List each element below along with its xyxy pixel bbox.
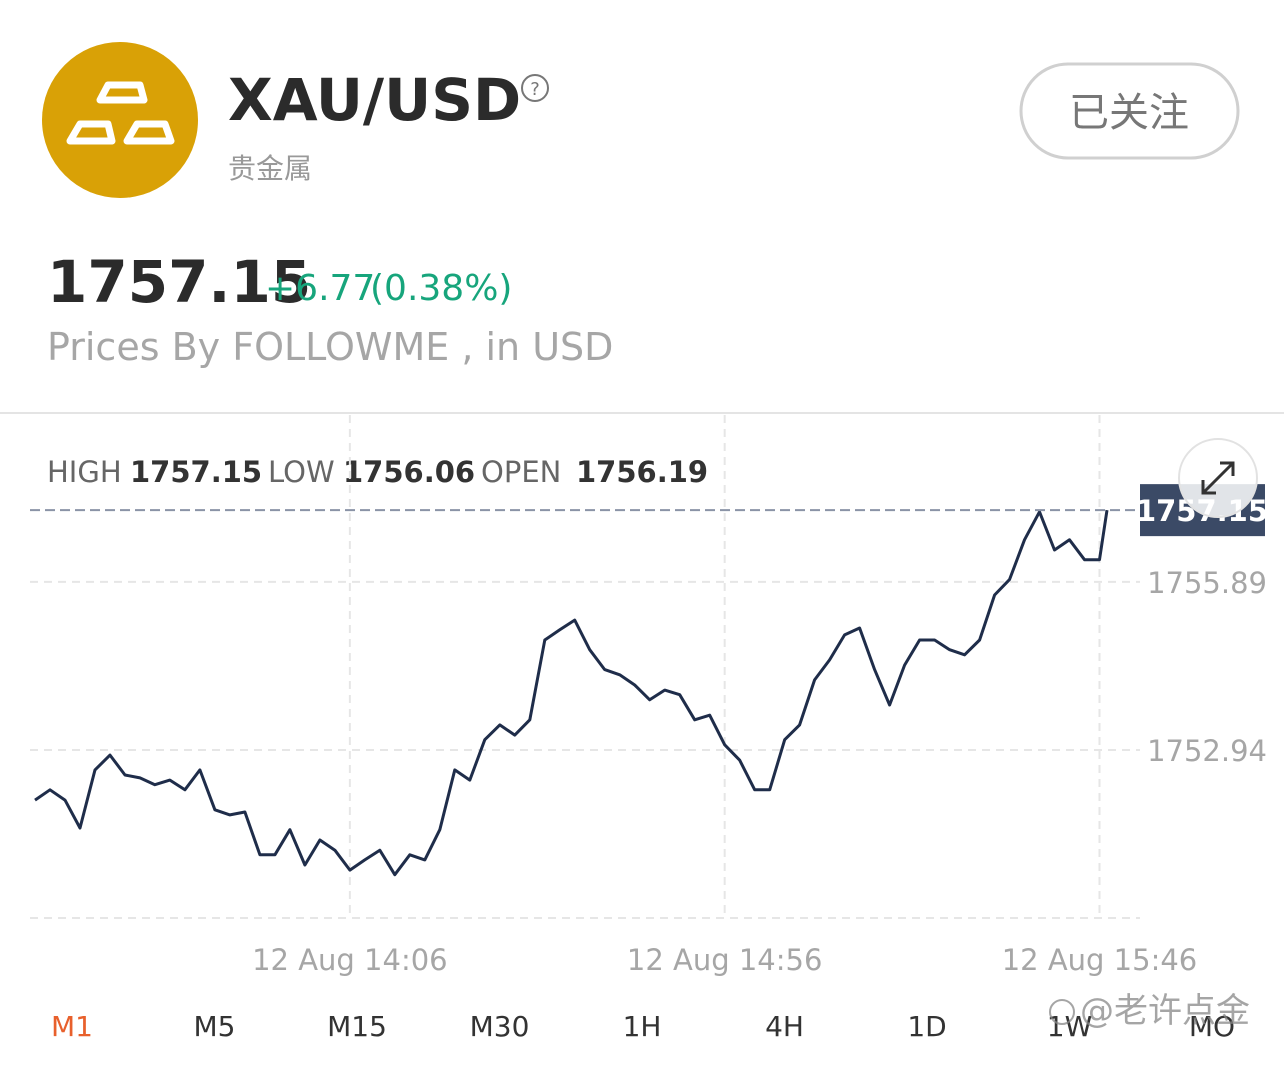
symbol: XAU/USD bbox=[228, 66, 521, 134]
timeframe-tab[interactable]: M15 bbox=[327, 1010, 387, 1043]
stat-value: 1756.06 bbox=[343, 455, 475, 489]
follow-button[interactable] bbox=[1019, 62, 1240, 160]
change: +6.77 bbox=[265, 268, 375, 309]
stat-label: LOW bbox=[268, 455, 335, 489]
logo bbox=[42, 42, 198, 198]
stat-label: OPEN bbox=[481, 455, 561, 489]
price-source: Prices By FOLLOWME , in USD bbox=[47, 325, 613, 369]
timeframe-tab[interactable]: M1 bbox=[51, 1010, 93, 1043]
stat-value: 1757.15 bbox=[130, 455, 262, 489]
stat-label: HIGH bbox=[47, 455, 122, 489]
help-mark: ? bbox=[530, 79, 540, 100]
timeframe-tab[interactable]: 1W bbox=[1047, 1010, 1093, 1043]
x-tick-label: 12 Aug 14:56 bbox=[627, 943, 823, 977]
timeframe-tab[interactable]: 4H bbox=[765, 1010, 804, 1043]
timeframe-tab[interactable]: 1H bbox=[623, 1010, 662, 1043]
stat-value: 1756.19 bbox=[576, 455, 708, 489]
expand-icon bbox=[1201, 461, 1235, 495]
price: 1757.15 bbox=[47, 248, 311, 316]
change-percent: (0.38%) bbox=[370, 268, 512, 309]
timeframe-tab[interactable]: MO bbox=[1189, 1010, 1235, 1043]
timeframe-tabs: M1 M5 M15 M30 1H 4H 1D 1W MO bbox=[51, 1010, 1235, 1043]
category: 贵金属 bbox=[228, 152, 312, 185]
chart: 1752.94 1755.89 12 Aug 14:06 12 Aug 14:56 12… bbox=[30, 415, 1268, 977]
x-tick-label: 12 Aug 14:06 bbox=[252, 943, 448, 977]
y-tick-label: 1755.89 bbox=[1147, 566, 1267, 600]
timeframe-tab[interactable]: M30 bbox=[470, 1010, 530, 1043]
watermark-icon bbox=[1049, 999, 1075, 1025]
watermark: @老许点金 bbox=[1080, 991, 1250, 1031]
x-tick-label: 12 Aug 15:46 bbox=[1002, 943, 1198, 977]
price-line bbox=[34, 509, 1109, 877]
timeframe-tab[interactable]: 1D bbox=[907, 1010, 946, 1043]
watermark-group: @老许点金 bbox=[1049, 991, 1250, 1031]
timeframe-tab[interactable]: M5 bbox=[194, 1010, 236, 1043]
help-icon[interactable] bbox=[521, 74, 549, 102]
y-tick-label: 1752.94 bbox=[1147, 734, 1267, 768]
gold-icon bbox=[66, 81, 175, 145]
follow-label: 已关注 bbox=[1069, 90, 1189, 136]
